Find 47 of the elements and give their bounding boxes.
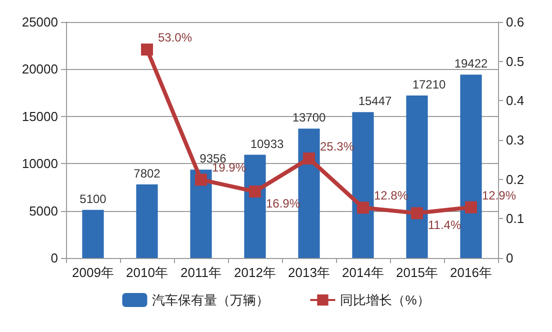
x-tick-label: 2010年 — [126, 265, 168, 280]
x-tick-label: 2013年 — [288, 265, 330, 280]
data-label: 13700 — [292, 110, 326, 125]
y-tick-label: 5000 — [29, 203, 58, 218]
legend-label: 汽车保有量（万辆） — [152, 292, 270, 308]
y2-tick-label: 0.1 — [506, 211, 524, 226]
data-label: 17210 — [412, 78, 446, 92]
bar — [406, 96, 428, 258]
data-label: 5100 — [80, 192, 107, 206]
x-tick-label: 2012年 — [234, 265, 276, 280]
point — [195, 174, 207, 186]
point — [465, 201, 477, 214]
data-label: 10933 — [250, 136, 284, 151]
data-label: 19422 — [454, 56, 488, 71]
data-label: 7802 — [134, 166, 161, 180]
point — [141, 44, 153, 56]
y2-tick-label: 0 — [506, 250, 514, 266]
data-label: 12.9% — [482, 188, 516, 202]
y-tick-label: 15000 — [22, 108, 58, 124]
legend-label: 同比增长（%） — [340, 292, 430, 308]
bar — [298, 128, 320, 258]
bar — [82, 210, 104, 258]
y2-tick-label: 0.6 — [506, 14, 524, 30]
point — [357, 202, 369, 214]
y-tick-label: 20000 — [22, 62, 58, 77]
y2-tick-label: 0.3 — [506, 132, 524, 148]
bar — [352, 112, 374, 258]
x-tick-label: 2011年 — [180, 265, 222, 280]
bar — [136, 184, 158, 258]
x-tick-label: 2009年 — [72, 265, 114, 280]
bar — [190, 170, 212, 258]
y-tick-label: 25000 — [22, 14, 58, 30]
point — [411, 207, 423, 220]
x-tick-label: 2015年 — [396, 265, 438, 280]
y2-tick-label: 0.4 — [506, 93, 524, 108]
bar — [244, 154, 266, 258]
data-label: 15447 — [358, 94, 392, 108]
y2-tick-label: 0.2 — [506, 172, 524, 187]
y-tick-label: 0 — [50, 250, 58, 266]
y-tick-label: 10000 — [22, 156, 58, 172]
x-tick-label: 2014年 — [342, 265, 384, 280]
point — [303, 152, 315, 164]
bar — [460, 74, 482, 258]
point — [249, 186, 261, 198]
data-label: 53.0% — [158, 30, 192, 45]
y2-tick-label: 0.5 — [506, 54, 524, 69]
x-tick-label: 2016年 — [450, 265, 492, 280]
